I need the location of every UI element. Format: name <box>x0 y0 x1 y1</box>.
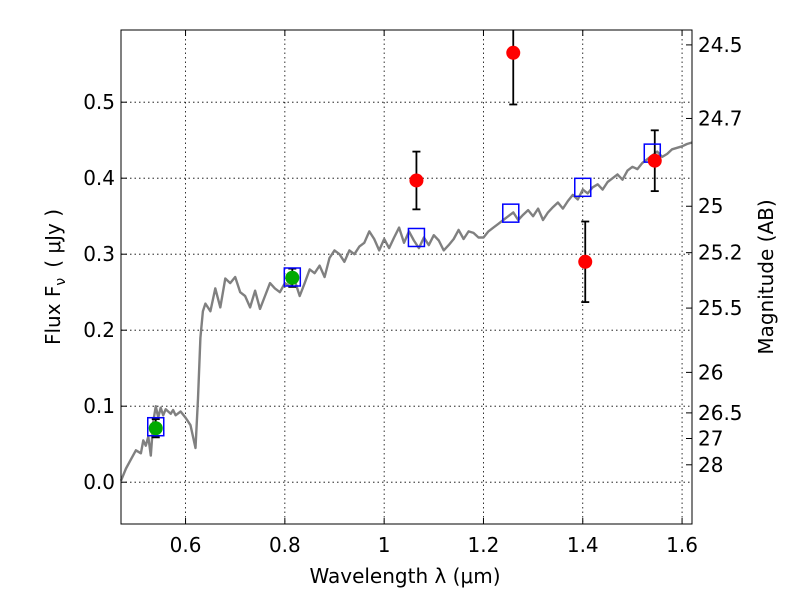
right-tick-label: 24.7 <box>698 106 743 130</box>
y-axis-label-left: Flux Fν ( μJy ) <box>41 209 69 345</box>
right-tick-label: 25 <box>698 194 723 218</box>
data-point <box>506 45 521 60</box>
ticks: 0.6 0.8 1 1.2 1.4 1.6 0.0 0.1 0.2 0.3 0.4 0.5 24.5 24… <box>83 30 743 557</box>
spectrum-line <box>119 141 693 482</box>
right-tick-label: 24.5 <box>698 33 743 57</box>
right-tick-label: 25.5 <box>698 296 743 320</box>
y-axis-label-right: Magnitude (AB) <box>754 199 778 354</box>
right-tick-label: 26 <box>698 360 723 384</box>
data-point <box>409 173 424 188</box>
x-tick-label: 0.8 <box>269 533 301 557</box>
model-square <box>407 227 426 248</box>
right-tick-label: 25.2 <box>698 241 743 265</box>
model-square <box>147 416 165 437</box>
y-tick-label: 0.4 <box>83 166 115 190</box>
right-tick-label: 27 <box>698 427 723 451</box>
y-tick-label: 0.5 <box>83 90 115 114</box>
data-point <box>578 254 593 269</box>
model-square <box>502 203 520 223</box>
y-axis-label-left-main: Flux F <box>41 286 65 345</box>
x-tick-label: 0.6 <box>170 533 202 557</box>
data-point <box>647 153 662 168</box>
x-tick-label: 1.6 <box>666 533 698 557</box>
x-tick-label: 1.2 <box>468 533 500 557</box>
data-point <box>148 421 163 436</box>
data-point <box>285 270 300 285</box>
spectrum-layer <box>119 141 693 482</box>
model-squares <box>147 143 662 437</box>
y-tick-label: 0.3 <box>83 242 115 266</box>
right-tick-label: 28 <box>698 453 723 477</box>
model-square <box>283 267 302 287</box>
x-tick-label: 1.4 <box>567 533 599 557</box>
y-axis-label-left-unit: ( μJy ) <box>41 209 65 268</box>
y-tick-label: 0.2 <box>83 318 115 342</box>
plot-frame <box>120 29 693 525</box>
y-tick-label: 0.0 <box>83 470 115 494</box>
model-square <box>574 177 592 198</box>
grid <box>121 30 692 524</box>
x-tick-label: 1 <box>378 533 391 557</box>
y-axis-label-left-sub: ν <box>53 278 69 286</box>
data-points <box>148 45 662 436</box>
y-tick-label: 0.1 <box>83 394 115 418</box>
x-axis-label: Wavelength λ (μm) <box>309 564 500 588</box>
right-tick-label: 26.5 <box>698 401 743 425</box>
